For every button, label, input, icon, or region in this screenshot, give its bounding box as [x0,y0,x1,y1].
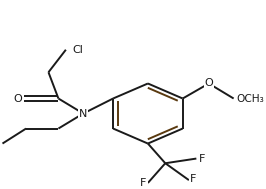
Text: O: O [14,94,22,104]
Text: F: F [140,178,147,188]
Text: F: F [190,174,197,184]
Text: OCH₃: OCH₃ [236,94,264,104]
Text: Cl: Cl [72,45,83,55]
Text: O: O [204,78,213,88]
Text: F: F [199,153,205,163]
Text: N: N [79,108,88,119]
